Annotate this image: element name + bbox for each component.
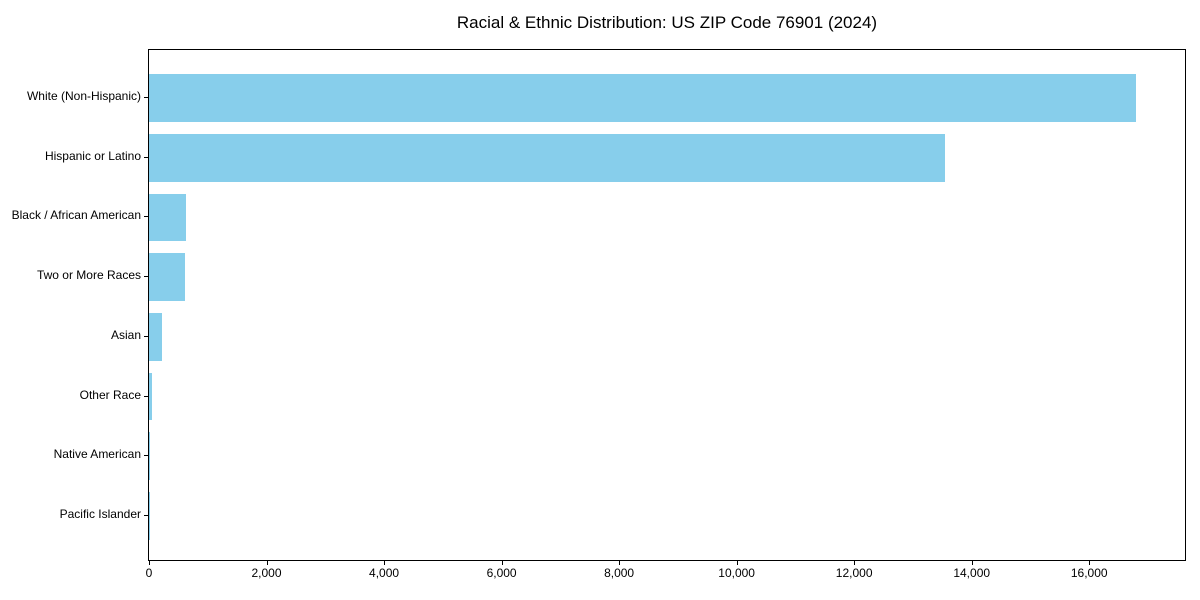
- x-tick-label: 14,000: [953, 566, 991, 580]
- x-tick-label: 0: [145, 566, 153, 580]
- x-tick-label: 10,000: [718, 566, 755, 580]
- y-tick-mark: [144, 335, 148, 337]
- x-tick-mark: [384, 561, 386, 565]
- x-tick-mark: [736, 561, 738, 565]
- x-tick-mark: [854, 561, 856, 565]
- bar-two-or-more-races: [149, 253, 185, 301]
- x-tick-label: 12,000: [835, 566, 873, 580]
- y-tick-mark: [144, 276, 148, 278]
- plot-area: [148, 49, 1186, 561]
- x-tick-label: 4,000: [369, 566, 400, 580]
- y-tick-label: Black / African American: [11, 208, 141, 223]
- y-tick-mark: [144, 97, 148, 98]
- bar-hispanic-or-latino: [149, 133, 946, 182]
- y-tick-mark: [144, 156, 148, 158]
- bar-native-american: [149, 432, 151, 481]
- x-tick-label: 16,000: [1070, 566, 1108, 580]
- y-tick-mark: [144, 216, 148, 218]
- bar-asian: [149, 312, 162, 361]
- x-tick-label: 6,000: [486, 566, 517, 580]
- bar-white-non-hispanic: [149, 74, 1137, 122]
- x-tick-mark: [501, 561, 503, 565]
- x-tick-mark: [149, 561, 150, 565]
- y-tick-label: Two or More Races: [36, 268, 141, 283]
- x-tick-label: 8,000: [604, 566, 635, 580]
- y-tick-label: Other Race: [79, 387, 141, 402]
- y-tick-label: Hispanic or Latino: [44, 148, 141, 163]
- y-tick-mark: [144, 514, 148, 516]
- y-tick-mark: [144, 455, 148, 457]
- y-tick-label: Asian: [110, 327, 141, 342]
- y-tick-label: White (Non-Hispanic): [26, 89, 141, 103]
- x-tick-mark: [971, 561, 973, 565]
- y-tick-label: Native American: [53, 447, 141, 462]
- y-tick-label: Pacific Islander: [59, 506, 141, 521]
- x-tick-mark: [1089, 561, 1091, 565]
- bar-other-race: [149, 372, 152, 421]
- x-tick-label: 2,000: [251, 566, 282, 580]
- bar-black-african-american: [149, 193, 187, 242]
- x-tick-mark: [619, 561, 621, 565]
- chart-title: Racial & Ethnic Distribution: US ZIP Cod…: [456, 13, 878, 32]
- y-tick-mark: [144, 395, 148, 397]
- x-tick-mark: [266, 561, 268, 565]
